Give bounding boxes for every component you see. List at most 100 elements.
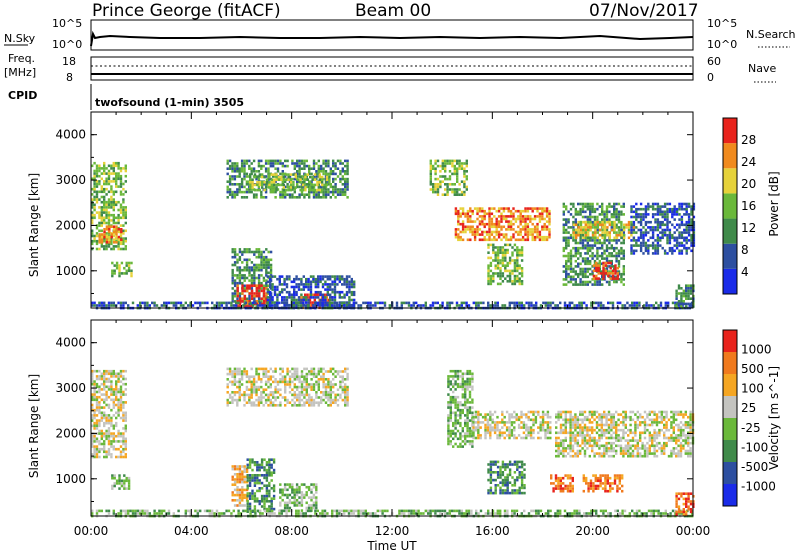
data-cell <box>620 223 623 227</box>
data-cell <box>441 180 444 183</box>
data-cell <box>501 248 505 252</box>
data-cell <box>499 274 502 278</box>
data-cell <box>118 274 121 278</box>
data-cell <box>289 188 293 192</box>
data-cell <box>344 393 347 397</box>
data-cell <box>458 183 461 186</box>
data-cell <box>248 266 251 269</box>
data-cell <box>233 488 237 492</box>
data-cell <box>98 164 101 168</box>
freq-label: Freq. <box>8 52 35 65</box>
data-cell <box>122 434 125 438</box>
data-cell <box>587 231 590 234</box>
data-cell <box>623 233 626 237</box>
data-cell <box>95 427 99 430</box>
data-cell <box>233 164 237 168</box>
data-cell <box>112 200 115 204</box>
data-cell <box>263 175 266 179</box>
data-cell <box>123 474 126 477</box>
data-cell <box>654 213 657 216</box>
data-cell <box>236 491 239 494</box>
data-cell <box>579 213 582 216</box>
data-cell <box>541 228 544 231</box>
data-cell <box>284 396 287 399</box>
data-cell <box>119 301 123 305</box>
data-cell <box>103 440 106 443</box>
data-cell <box>339 393 342 397</box>
data-cell <box>656 213 660 216</box>
data-cell <box>264 196 268 199</box>
data-cell <box>517 215 520 218</box>
data-cell <box>291 162 294 165</box>
data-cell <box>514 238 518 242</box>
data-cell <box>238 496 242 499</box>
data-cell <box>586 283 589 286</box>
data-cell <box>562 228 565 232</box>
data-cell <box>673 210 676 214</box>
data-cell <box>659 223 662 227</box>
data-cell <box>124 237 127 240</box>
data-cell <box>543 225 546 229</box>
data-cell <box>265 476 269 480</box>
data-cell <box>565 262 568 266</box>
data-cell <box>275 301 279 305</box>
data-cell <box>320 164 323 168</box>
data-cell <box>281 298 284 302</box>
data-cell <box>541 217 544 221</box>
data-cell <box>579 207 582 211</box>
data-cell <box>594 223 597 227</box>
data-cell <box>256 304 259 307</box>
data-cell <box>110 190 113 194</box>
data-cell <box>346 159 349 163</box>
data-cell <box>300 177 304 181</box>
data-cell <box>248 292 251 295</box>
data-cell <box>281 190 284 194</box>
data-cell <box>122 437 125 441</box>
data-cell <box>91 164 94 168</box>
data-cell <box>91 442 94 446</box>
data-cell <box>511 246 514 249</box>
data-cell <box>291 177 294 181</box>
data-cell <box>336 275 339 278</box>
data-cell <box>569 207 573 211</box>
data-cell <box>321 178 324 181</box>
data-cell <box>680 215 684 219</box>
data-cell <box>685 287 688 290</box>
data-cell <box>236 391 239 394</box>
data-cell <box>592 264 596 267</box>
data-cell <box>605 254 609 258</box>
data-cell <box>326 288 329 291</box>
data-cell <box>238 393 241 397</box>
data-cell <box>308 370 311 373</box>
data-cell <box>490 207 494 210</box>
data-cell <box>226 185 229 189</box>
data-cell <box>687 239 691 242</box>
data-cell <box>112 208 115 212</box>
data-cell <box>545 235 549 239</box>
data-cell <box>469 209 472 213</box>
data-cell <box>312 388 316 391</box>
data-cell <box>544 301 547 305</box>
data-cell <box>496 246 500 249</box>
data-cell <box>231 255 234 259</box>
data-cell <box>666 241 669 245</box>
data-cell <box>565 267 568 271</box>
data-cell <box>341 188 344 191</box>
data-cell <box>105 393 108 396</box>
data-cell <box>245 159 249 163</box>
data-cell <box>329 183 332 186</box>
data-cell <box>644 205 648 208</box>
data-cell <box>112 216 115 220</box>
data-cell <box>265 468 269 472</box>
data-cell <box>250 297 254 300</box>
data-cell <box>589 259 592 263</box>
colorbar-tick-label: 12 <box>741 221 756 235</box>
data-cell <box>100 206 103 209</box>
data-cell <box>93 453 96 456</box>
data-cell <box>91 211 94 214</box>
data-cell <box>248 297 251 301</box>
data-cell <box>255 391 258 394</box>
data-cell <box>98 385 101 389</box>
data-cell <box>300 167 304 170</box>
data-cell <box>327 396 330 399</box>
